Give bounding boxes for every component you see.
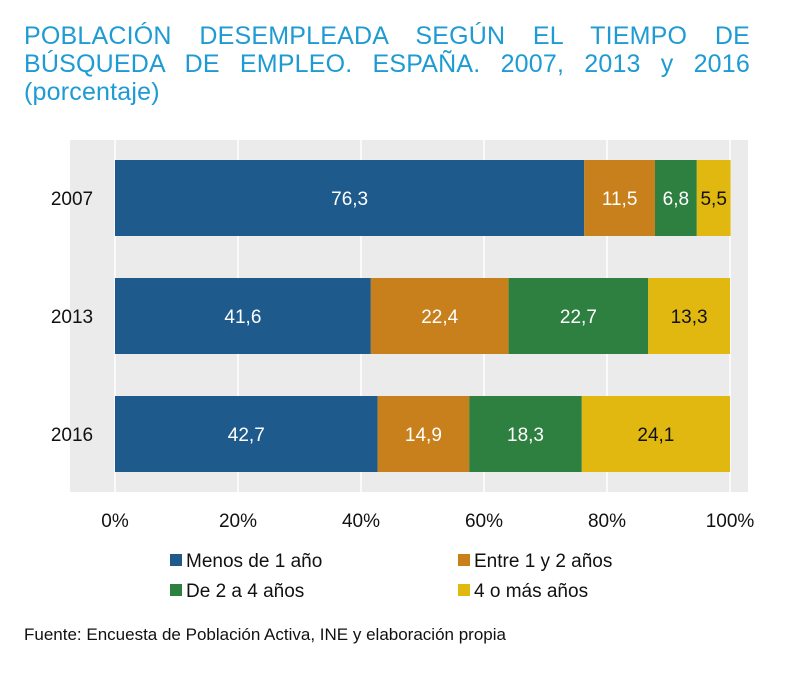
data-label: 22,7 [560, 307, 597, 328]
legend-swatch-menos-de-1-ano [170, 554, 182, 566]
bar-segment-menos-de-1-ano [115, 278, 371, 354]
x-tick-label: 40% [342, 511, 380, 532]
data-label: 24,1 [637, 425, 674, 446]
legend-label: Menos de 1 año [186, 551, 322, 572]
y-category-label: 2013 [51, 307, 93, 328]
data-label: 11,5 [602, 189, 638, 210]
y-category-label: 2016 [51, 425, 93, 446]
legend-swatch-4-o-mas-anos [458, 584, 470, 596]
data-label: 42,7 [228, 425, 265, 446]
source-note: Fuente: Encuesta de Población Activa, IN… [24, 625, 506, 644]
legend-label: De 2 a 4 años [186, 581, 304, 602]
title-line-2: BÚSQUEDA DE EMPLEO. ESPAÑA. 2007, 2013 y… [24, 50, 750, 78]
bar-segment-menos-de-1-ano [115, 160, 585, 236]
data-label: 76,3 [331, 189, 368, 210]
bar-segment-4-o-mas-anos [648, 278, 730, 354]
bar-segment-entre-1-y-2-anos [370, 278, 509, 354]
x-tick-label: 60% [465, 511, 503, 532]
data-label: 14,9 [405, 425, 442, 446]
bar-segment-entre-1-y-2-anos [584, 160, 655, 236]
data-label: 18,3 [507, 425, 544, 446]
title-line-1: POBLACIÓN DESEMPLEADA SEGÚN EL TIEMPO DE [24, 22, 750, 50]
bar-segment-de-2-a-4-anos [654, 160, 697, 236]
x-tick-label: 80% [588, 511, 626, 532]
title-line-3: (porcentaje) [24, 78, 160, 106]
legend-swatch-de-2-a-4-anos [170, 584, 182, 596]
legend-label: Entre 1 y 2 años [474, 551, 612, 572]
bar-segment-4-o-mas-anos [696, 160, 731, 236]
bar-segment-de-2-a-4-anos [508, 278, 649, 354]
data-label: 13,3 [671, 307, 708, 328]
bar-segment-entre-1-y-2-anos [377, 396, 470, 472]
bar-segment-menos-de-1-ano [115, 396, 378, 472]
data-label: 6,8 [663, 189, 689, 210]
legend-label: 4 o más años [474, 581, 588, 602]
bar-segment-de-2-a-4-anos [469, 396, 582, 472]
data-label: 41,6 [224, 307, 261, 328]
data-label: 5,5 [700, 189, 726, 210]
legend-swatch-entre-1-y-2-anos [458, 554, 470, 566]
data-label: 22,4 [421, 307, 458, 328]
x-tick-label: 0% [101, 511, 129, 532]
x-tick-label: 20% [219, 511, 257, 532]
bar-segment-4-o-mas-anos [581, 396, 730, 472]
y-category-label: 2007 [51, 189, 93, 210]
chart-title: POBLACIÓN DESEMPLEADA SEGÚN EL TIEMPO DE… [24, 22, 750, 106]
x-tick-label: 100% [706, 511, 755, 532]
stacked-bar-chart: 0% 20% 40% 60% 80% 100% 2007 76,3 11,5 6,8 5,5 2013… [51, 140, 755, 602]
